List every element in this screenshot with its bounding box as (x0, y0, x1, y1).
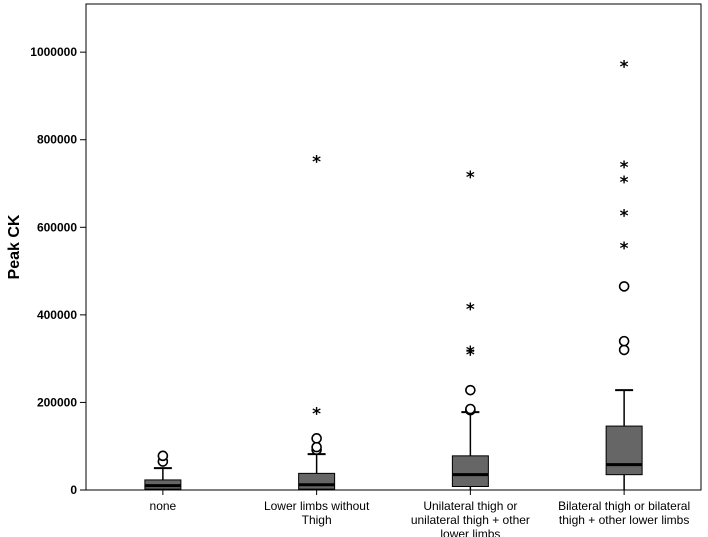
outlier-point (465, 384, 476, 396)
box-group: ** (298, 153, 336, 495)
x-category-label: lower limbs (440, 527, 500, 537)
x-category-label: unilateral thigh + other (411, 513, 530, 527)
extreme-point: * (466, 300, 475, 320)
x-category-label: Lower limbs without (264, 499, 370, 513)
y-tick-label: 800000 (37, 133, 77, 147)
outlier-point (157, 450, 169, 462)
outlier-point (618, 281, 630, 292)
y-tick-label: 400000 (37, 308, 77, 322)
box-group (144, 450, 182, 495)
extreme-point: * (620, 239, 629, 259)
y-axis-title: Peak CK (6, 214, 23, 279)
x-category-label: none (150, 499, 177, 513)
outlier-point (465, 403, 476, 415)
extreme-point: * (620, 58, 629, 78)
extreme-point: * (620, 206, 629, 226)
extreme-point: * (466, 345, 475, 365)
outlier-point (311, 441, 322, 453)
x-category-label: Bilateral thigh or bilateral (558, 499, 690, 513)
box-group: **** (451, 168, 489, 495)
plot-area-frame (85, 3, 702, 491)
iqr-box (605, 425, 643, 476)
outlier-point (618, 335, 630, 347)
extreme-point: * (312, 153, 321, 173)
extreme-point: * (466, 168, 475, 188)
box-group: ***** (605, 58, 643, 495)
extreme-point: * (312, 404, 321, 424)
extreme-point: * (620, 173, 629, 193)
x-category-label: Thigh (302, 513, 332, 527)
x-category-label: thigh + other lower limbs (559, 513, 689, 527)
iqr-box (451, 455, 489, 487)
outlier-point (618, 344, 630, 356)
x-category-label: Unilateral thigh or (423, 499, 517, 513)
y-tick-label: 200000 (37, 395, 77, 409)
y-tick-label: 0 (70, 483, 77, 497)
extreme-point: * (620, 158, 629, 178)
boxes-group: *********** (144, 58, 643, 495)
y-tick-label: 1000000 (30, 45, 77, 59)
outlier-point (311, 433, 322, 444)
extreme-point: * (466, 343, 475, 363)
iqr-box (298, 472, 336, 490)
y-tick-label: 600000 (37, 220, 77, 234)
y-axis: 0 200000 400000 600000 800000 1000000 (30, 45, 86, 497)
